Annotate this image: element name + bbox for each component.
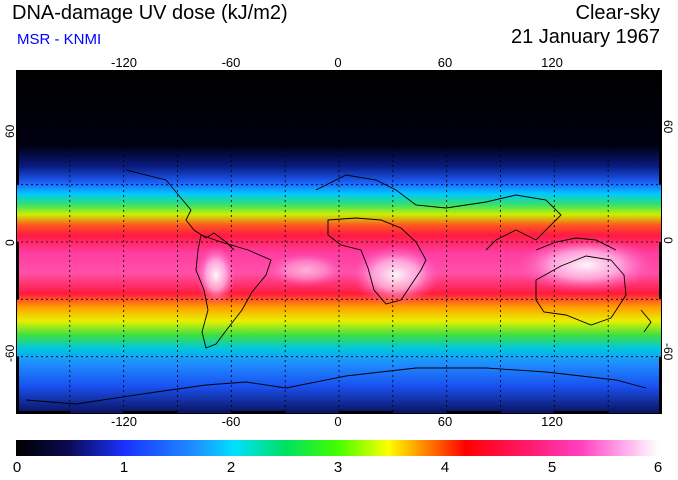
- lon-label-top-60: 60: [437, 55, 453, 70]
- source-label: MSR - KNMI: [17, 31, 102, 48]
- hotspot-south-america: [196, 245, 236, 305]
- lon-label-bottom-minus120: -120: [110, 414, 138, 429]
- colorbar-label-5: 5: [547, 459, 557, 476]
- lat-label-right-60: 60: [661, 120, 675, 134]
- coast-australia: [535, 255, 627, 326]
- lon-label-top-minus60: -60: [221, 55, 241, 70]
- colorbar-gradient: [16, 440, 658, 456]
- colorbar-label-1: 1: [119, 459, 129, 476]
- coastlines: [25, 169, 652, 405]
- graticule: [16, 70, 662, 414]
- lon-label-top-120: 120: [541, 55, 563, 70]
- lat-label-left-0: 0: [3, 239, 17, 246]
- hotspot-australia: [516, 237, 656, 293]
- frame-ticks: [16, 70, 662, 414]
- map-title: DNA-damage UV dose (kJ/m2): [12, 2, 288, 24]
- lat-label-right-0: 0: [661, 237, 675, 244]
- lon-label-bottom-minus60: -60: [221, 414, 241, 429]
- coast-south-america: [195, 234, 272, 349]
- lat-label-right-minus60: -60: [661, 343, 675, 361]
- hotspot-atlantic: [266, 252, 346, 288]
- colorbar-label-0: 0: [12, 459, 22, 476]
- lon-label-bottom-120: 120: [541, 414, 563, 429]
- colorbar-label-6: 6: [653, 459, 663, 476]
- colorbar-label-2: 2: [226, 459, 236, 476]
- coast-indonesia: [535, 237, 617, 251]
- coast-north-america: [125, 169, 235, 251]
- lon-label-bottom-60: 60: [437, 414, 453, 429]
- coast-africa: [327, 217, 427, 305]
- colorbar: [16, 440, 658, 456]
- date-label: 21 January 1967: [510, 26, 660, 48]
- coast-new-zealand: [640, 309, 652, 333]
- coast-eurasia: [315, 174, 562, 251]
- lat-label-left-60: 60: [3, 124, 17, 138]
- lon-label-top-minus120: -120: [110, 55, 138, 70]
- hotspot-africa: [351, 245, 441, 305]
- uv-dose-map: [16, 70, 662, 414]
- sky-condition-label: Clear-sky: [575, 2, 660, 24]
- lon-label-top-0: 0: [334, 55, 342, 70]
- lon-label-bottom-0: 0: [334, 414, 342, 429]
- coast-antarctica: [25, 367, 647, 405]
- colorbar-label-3: 3: [333, 459, 343, 476]
- lat-label-left-minus60: -60: [3, 344, 17, 362]
- colorbar-label-4: 4: [440, 459, 450, 476]
